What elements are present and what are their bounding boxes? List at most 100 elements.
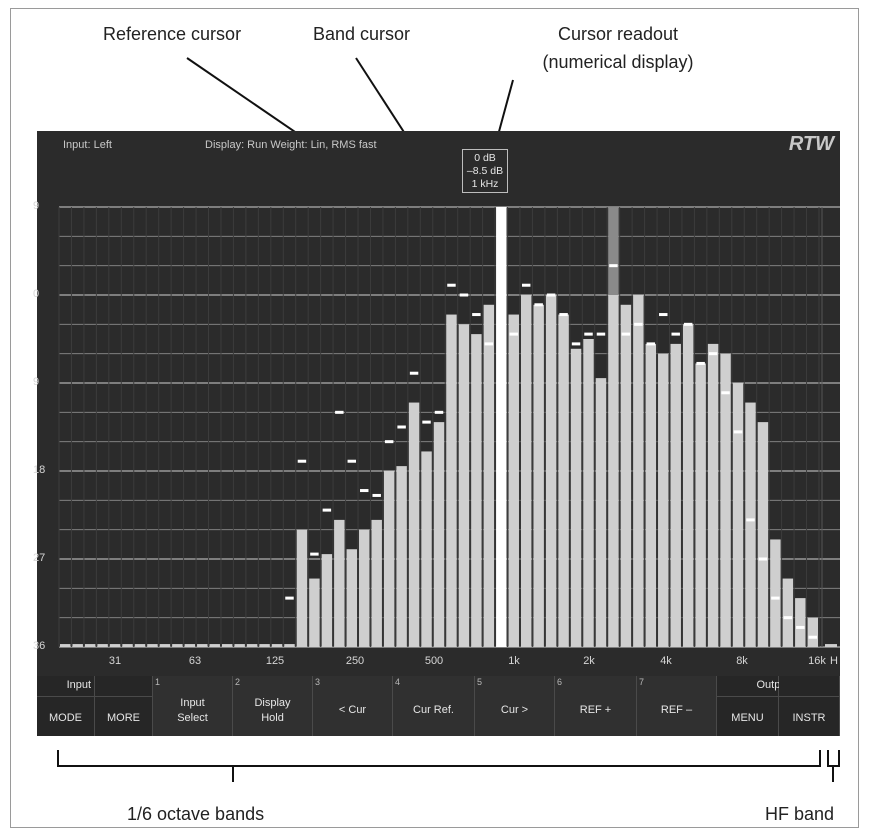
softkey-bar: Input In 3 DMODEMORE 1 Input Select 2 Display… bbox=[37, 676, 840, 736]
band-bar bbox=[633, 295, 644, 647]
peak-hold-marker bbox=[409, 371, 419, 375]
peak-hold-marker bbox=[472, 313, 481, 317]
softkey-5[interactable]: 3 < Cur bbox=[313, 676, 393, 736]
peak-hold-marker bbox=[447, 283, 456, 287]
peak-hold-marker bbox=[384, 440, 394, 444]
peak-hold-marker bbox=[347, 459, 357, 463]
band-bar bbox=[309, 578, 320, 647]
peak-hold-marker bbox=[434, 410, 444, 414]
peak-hold-marker bbox=[683, 322, 693, 326]
band-bar bbox=[147, 644, 158, 647]
band-bar bbox=[246, 644, 258, 647]
band-bar bbox=[520, 295, 532, 647]
peak-hold-marker bbox=[335, 410, 344, 414]
readout-ref: 0 dB bbox=[474, 152, 496, 164]
softkey-label: MORE bbox=[107, 712, 140, 724]
peak-hold-marker bbox=[509, 332, 518, 336]
peak-hold-marker bbox=[758, 557, 768, 561]
band-bar bbox=[109, 644, 121, 647]
band-bar bbox=[682, 324, 694, 647]
y-tick-label: 0 bbox=[33, 288, 40, 300]
softkey-8[interactable]: 6 REF + bbox=[555, 676, 637, 736]
softkey-number: 4 bbox=[395, 677, 401, 687]
band-bar bbox=[172, 644, 183, 647]
x-tick-label: 8k bbox=[736, 655, 748, 667]
figure-frame bbox=[10, 8, 859, 828]
band-bar bbox=[60, 644, 71, 647]
y-tick-label: 18 bbox=[33, 464, 46, 476]
band-bar bbox=[234, 644, 245, 647]
softkey-6[interactable]: 4 Cur Ref. bbox=[393, 676, 475, 736]
peak-hold-marker bbox=[783, 616, 793, 620]
softkey-label-line: Display bbox=[254, 697, 291, 709]
y-tick-label: 27 bbox=[33, 552, 46, 564]
band-bar bbox=[159, 644, 171, 647]
softkey-label: Cur > bbox=[500, 704, 529, 716]
band-bar bbox=[371, 519, 382, 647]
softkey-7[interactable]: 5 Cur > bbox=[475, 676, 555, 736]
softkey-divider bbox=[37, 696, 153, 697]
band-cursor-callout: Band cursor bbox=[313, 24, 411, 44]
softkey-number: 7 bbox=[639, 677, 645, 687]
band-bar bbox=[359, 529, 370, 647]
band-bar bbox=[97, 644, 108, 647]
softkey-2[interactable]: MORE bbox=[95, 676, 153, 736]
peak-hold-marker bbox=[534, 303, 543, 307]
spectrum-chart bbox=[58, 206, 840, 648]
peak-hold-marker bbox=[422, 420, 431, 424]
band-bar bbox=[396, 466, 407, 647]
peak-hold-marker bbox=[397, 425, 406, 429]
peak-hold-marker bbox=[310, 552, 319, 556]
band-bar bbox=[745, 402, 756, 647]
band-bar bbox=[570, 348, 582, 647]
peak-hold-marker bbox=[360, 489, 369, 493]
band-bar bbox=[707, 343, 719, 647]
band-bar bbox=[122, 644, 133, 647]
softkey-11[interactable]: INSTR bbox=[779, 676, 840, 736]
softkey-label: Input Select bbox=[153, 696, 232, 726]
softkey-number: 3 bbox=[315, 677, 321, 687]
band-bar bbox=[446, 314, 457, 647]
band-bar bbox=[346, 549, 358, 647]
band-bar bbox=[84, 644, 96, 647]
peak-hold-marker bbox=[285, 596, 294, 600]
softkey-10[interactable]: Output DMENU bbox=[717, 676, 801, 736]
x-axis-labels: 31 63 125 250 500 1k 2k 4k 8k 16k H bbox=[59, 651, 840, 671]
band-bar bbox=[645, 343, 657, 647]
reference-cursor-callout: Reference cursor bbox=[103, 24, 242, 44]
softkey-9[interactable]: 7 REF – bbox=[637, 676, 717, 736]
band-bar bbox=[458, 324, 470, 647]
readout-level: –8.5 dB bbox=[466, 165, 504, 177]
band-bar bbox=[184, 644, 196, 647]
peak-hold-marker bbox=[646, 342, 656, 346]
band-bar bbox=[608, 295, 619, 647]
band-bar bbox=[558, 314, 569, 647]
peak-hold-marker bbox=[609, 264, 618, 268]
softkey-label: MODE bbox=[49, 712, 82, 724]
softkey-3[interactable]: 1 Input Select bbox=[153, 676, 233, 736]
band-bar bbox=[433, 422, 445, 647]
peak-hold-marker bbox=[484, 342, 494, 346]
softkey-1[interactable]: Input In 3 DMODE bbox=[37, 676, 123, 736]
softkey-label: Display Hold bbox=[233, 696, 312, 726]
peak-hold-marker bbox=[634, 322, 643, 326]
band-bar bbox=[471, 334, 482, 647]
band-bar bbox=[732, 383, 744, 647]
x-tick-label: 2k bbox=[583, 655, 595, 667]
band-bar bbox=[807, 617, 818, 647]
band-bar bbox=[483, 304, 495, 647]
softkey-4[interactable]: 2 Display Hold bbox=[233, 676, 313, 736]
peak-hold-marker bbox=[808, 635, 817, 639]
x-tick-label: H bbox=[830, 655, 838, 667]
band-bar bbox=[383, 471, 395, 647]
x-tick-label: 16k bbox=[808, 655, 826, 667]
band-bar bbox=[197, 644, 208, 647]
cursor-readout-callout-line1: Cursor readout bbox=[557, 24, 679, 44]
cursor-readout-callout-line2: (numerical display) bbox=[542, 52, 694, 72]
softkey-label: REF – bbox=[660, 704, 693, 716]
peak-hold-marker bbox=[297, 459, 307, 463]
softkey-number: 1 bbox=[155, 677, 161, 687]
peak-hold-marker bbox=[459, 293, 469, 297]
peak-hold-marker bbox=[796, 625, 805, 629]
y-tick-label: 9 bbox=[33, 376, 40, 388]
